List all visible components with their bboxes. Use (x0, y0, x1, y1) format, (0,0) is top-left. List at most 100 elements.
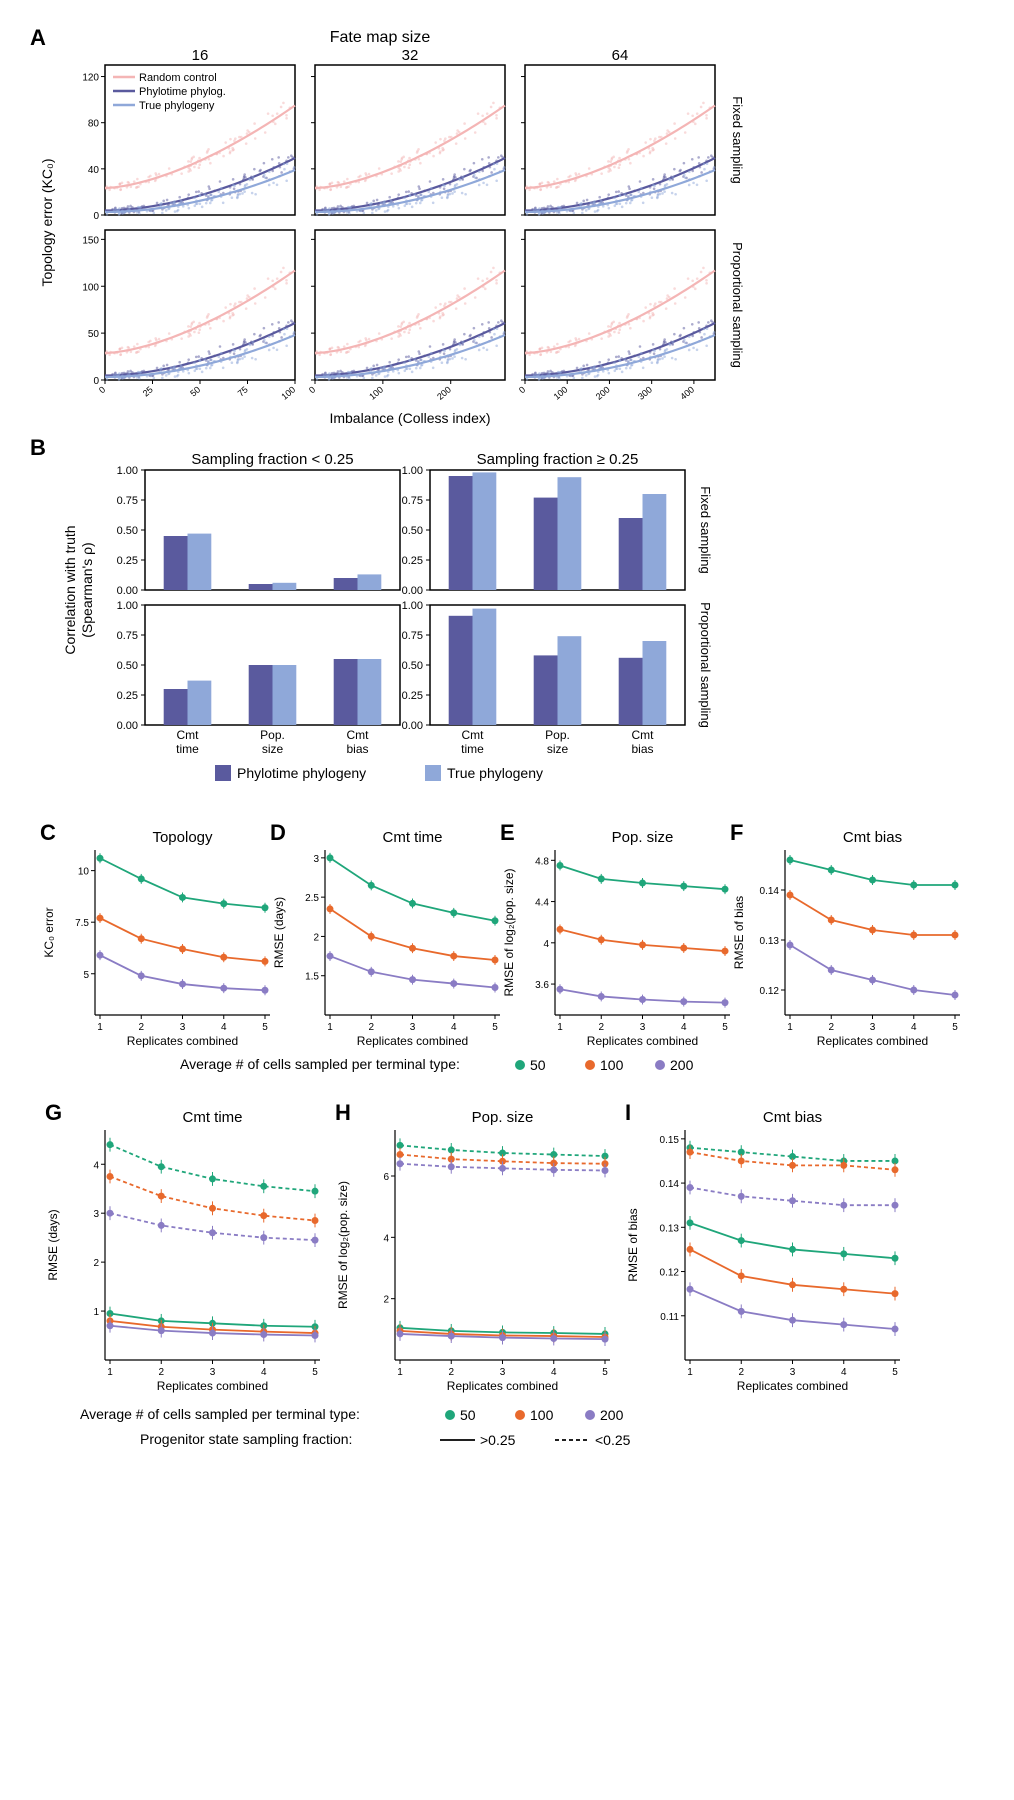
svg-text:0.00: 0.00 (117, 720, 138, 732)
svg-text:3: 3 (93, 1209, 99, 1220)
svg-text:RMSE of bias: RMSE of bias (626, 1208, 640, 1281)
svg-text:0.00: 0.00 (402, 720, 423, 732)
svg-text:Cmt: Cmt (462, 728, 485, 742)
svg-text:size: size (262, 742, 284, 756)
svg-text:True phylogeny: True phylogeny (139, 100, 215, 112)
svg-text:RMSE of log₂(pop. size): RMSE of log₂(pop. size) (502, 868, 516, 996)
svg-text:0.50: 0.50 (117, 660, 138, 672)
svg-text:F: F (730, 820, 743, 845)
svg-text:0.15: 0.15 (660, 1135, 680, 1146)
svg-text:3: 3 (870, 1022, 876, 1033)
svg-text:100: 100 (367, 384, 385, 401)
svg-text:>0.25: >0.25 (480, 1432, 516, 1448)
svg-text:50: 50 (188, 384, 202, 398)
svg-text:1: 1 (787, 1022, 793, 1033)
svg-text:4: 4 (911, 1022, 917, 1033)
svg-text:1.00: 1.00 (117, 600, 138, 612)
svg-text:Replicates combined: Replicates combined (447, 1379, 558, 1393)
svg-text:Topology: Topology (152, 829, 213, 846)
svg-text:100: 100 (530, 1407, 554, 1423)
svg-text:1: 1 (557, 1022, 563, 1033)
svg-text:KC₀ error: KC₀ error (42, 907, 56, 957)
svg-text:Fixed sampling: Fixed sampling (730, 96, 745, 183)
svg-text:75: 75 (236, 384, 250, 398)
svg-text:6: 6 (383, 1172, 389, 1183)
svg-text:1: 1 (327, 1022, 333, 1033)
svg-text:200: 200 (600, 1407, 624, 1423)
svg-text:Replicates combined: Replicates combined (357, 1034, 468, 1048)
svg-text:Proportional sampling: Proportional sampling (730, 242, 745, 368)
svg-text:300: 300 (636, 384, 654, 401)
svg-text:4: 4 (841, 1367, 847, 1378)
svg-text:10: 10 (78, 867, 90, 878)
svg-text:Cmt time: Cmt time (383, 829, 443, 846)
svg-text:0.50: 0.50 (402, 525, 423, 537)
svg-text:Cmt time: Cmt time (183, 1109, 243, 1126)
svg-text:0.50: 0.50 (117, 525, 138, 537)
svg-text:Replicates combined: Replicates combined (737, 1379, 848, 1393)
svg-text:0.00: 0.00 (117, 585, 138, 597)
svg-text:200: 200 (670, 1057, 694, 1073)
svg-text:B: B (30, 435, 46, 460)
svg-text:I: I (625, 1100, 631, 1125)
svg-text:40: 40 (88, 165, 100, 176)
svg-text:3: 3 (640, 1022, 646, 1033)
svg-text:100: 100 (552, 384, 570, 401)
svg-text:<0.25: <0.25 (595, 1432, 631, 1448)
svg-text:Progenitor state sampling frac: Progenitor state sampling fraction: (140, 1431, 352, 1447)
svg-text:4: 4 (451, 1022, 457, 1033)
svg-text:0.50: 0.50 (402, 660, 423, 672)
svg-text:25: 25 (141, 384, 155, 398)
svg-text:32: 32 (402, 47, 419, 64)
svg-text:time: time (461, 742, 484, 756)
svg-text:4: 4 (221, 1022, 227, 1033)
svg-text:0.25: 0.25 (117, 690, 138, 702)
svg-text:0.14: 0.14 (760, 886, 780, 897)
svg-text:Cmt: Cmt (177, 728, 200, 742)
svg-text:80: 80 (88, 119, 100, 130)
svg-text:Sampling fraction ≥ 0.25: Sampling fraction ≥ 0.25 (477, 451, 639, 468)
svg-text:50: 50 (88, 329, 100, 340)
svg-text:64: 64 (612, 47, 629, 64)
svg-text:3.6: 3.6 (535, 980, 549, 991)
svg-text:Pop. size: Pop. size (612, 829, 674, 846)
svg-text:4: 4 (383, 1233, 389, 1244)
svg-text:0.75: 0.75 (402, 630, 423, 642)
svg-text:3: 3 (790, 1367, 796, 1378)
svg-text:size: size (547, 742, 569, 756)
svg-text:0.75: 0.75 (402, 495, 423, 507)
svg-text:RMSE of log₂(pop. size): RMSE of log₂(pop. size) (336, 1181, 350, 1309)
svg-text:1: 1 (107, 1367, 113, 1378)
svg-text:Random control: Random control (139, 72, 217, 84)
svg-text:Cmt bias: Cmt bias (763, 1109, 822, 1126)
svg-text:4: 4 (543, 939, 549, 950)
svg-text:3: 3 (500, 1367, 506, 1378)
svg-text:1: 1 (93, 1307, 99, 1318)
svg-text:2: 2 (383, 1295, 389, 1306)
svg-text:0.75: 0.75 (117, 630, 138, 642)
svg-text:H: H (335, 1100, 351, 1125)
svg-text:RMSE (days): RMSE (days) (272, 897, 286, 968)
svg-text:5: 5 (952, 1022, 958, 1033)
svg-text:2: 2 (448, 1367, 454, 1378)
svg-text:7.5: 7.5 (75, 918, 89, 929)
svg-text:4: 4 (681, 1022, 687, 1033)
svg-text:Correlation with truth: Correlation with truth (62, 525, 78, 654)
svg-text:50: 50 (530, 1057, 546, 1073)
svg-text:Imbalance (Colless index): Imbalance (Colless index) (329, 410, 490, 426)
svg-text:150: 150 (82, 235, 99, 246)
svg-text:400: 400 (678, 384, 696, 401)
svg-text:Average # of cells sampled per: Average # of cells sampled per terminal … (80, 1406, 360, 1422)
svg-text:Pop.: Pop. (545, 728, 570, 742)
svg-text:0.12: 0.12 (660, 1268, 680, 1279)
svg-text:200: 200 (594, 384, 612, 401)
svg-text:3: 3 (210, 1367, 216, 1378)
svg-text:Cmt bias: Cmt bias (843, 829, 902, 846)
svg-text:bias: bias (631, 742, 653, 756)
svg-text:0: 0 (93, 211, 99, 222)
svg-text:3: 3 (180, 1022, 186, 1033)
svg-text:5: 5 (722, 1022, 728, 1033)
svg-text:1.5: 1.5 (305, 972, 319, 983)
svg-text:120: 120 (82, 73, 99, 84)
svg-text:Pop.: Pop. (260, 728, 285, 742)
